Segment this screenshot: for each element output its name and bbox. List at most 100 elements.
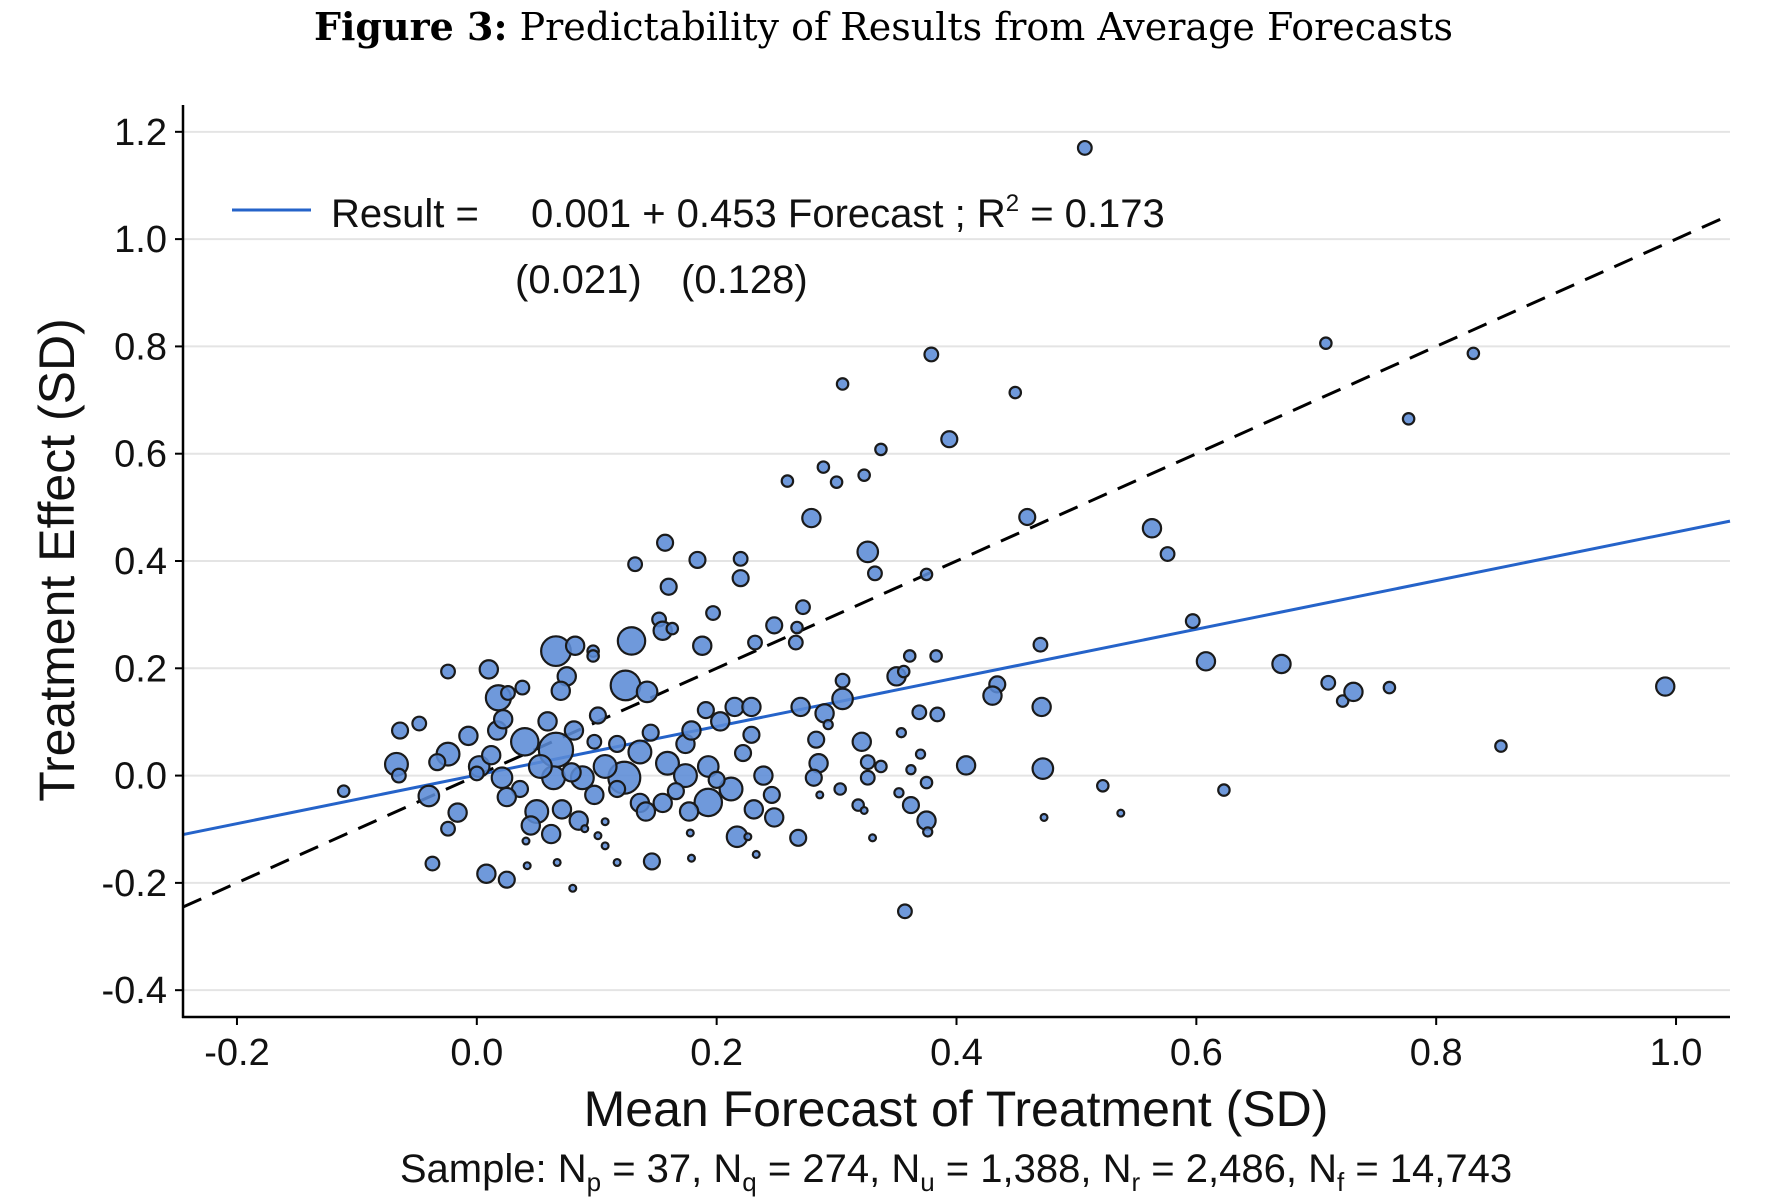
data-point (390, 767, 407, 784)
data-point (1032, 636, 1049, 653)
data-point (678, 801, 700, 822)
data-point (440, 820, 456, 837)
data-point (868, 833, 878, 843)
figure-label: Figure 3: (313, 4, 508, 49)
data-point (790, 620, 804, 635)
data-point (743, 799, 765, 820)
data-point (514, 679, 531, 696)
data-point (1271, 653, 1292, 675)
data-point (822, 718, 834, 731)
data-point (696, 701, 715, 720)
data-point (552, 857, 562, 868)
sample-symbol: N (1308, 1147, 1337, 1191)
data-point (929, 706, 946, 723)
x-tick-label: 0.2 (690, 1032, 743, 1074)
data-point (411, 715, 428, 732)
data-point (627, 739, 653, 765)
sample-symbol: N (558, 1147, 587, 1191)
data-point (608, 779, 627, 799)
y-tick-label: 1.0 (114, 219, 167, 261)
data-point (732, 550, 749, 567)
y-ticks: -0.4 -0.2 0.0 0.2 0.4 0.6 0.8 1.0 1.2 (102, 112, 183, 1012)
x-tick-label: 0.8 (1410, 1032, 1463, 1074)
data-point (672, 763, 698, 789)
data-point (665, 621, 680, 636)
data-point (929, 649, 943, 663)
data-point (1319, 336, 1333, 350)
data-point (609, 669, 642, 702)
data-point (497, 870, 516, 889)
data-point (592, 753, 618, 779)
sample-count: = 37, (601, 1147, 713, 1191)
data-point (417, 784, 441, 808)
data-point (627, 556, 644, 573)
data-point (478, 659, 500, 680)
points-group (336, 139, 1676, 920)
data-point (896, 903, 913, 920)
data-point (563, 720, 585, 741)
data-point (851, 731, 872, 753)
data-point (914, 748, 927, 760)
data-point (724, 696, 745, 718)
data-point (424, 855, 441, 872)
legend-equation-text: 0.001 + 0.453 Forecast ; R (531, 192, 1006, 236)
legend-se-slope: (0.128) (681, 258, 808, 302)
data-point (656, 533, 675, 552)
data-point (1076, 139, 1093, 156)
legend-equation: 0.001 + 0.453 Forecast ; R2 = 0.173 (531, 190, 1165, 236)
y-tick-label: 1.2 (114, 112, 167, 154)
data-point (600, 841, 610, 851)
data-point (1494, 739, 1508, 753)
x-tick-label: 0.6 (1170, 1032, 1223, 1074)
data-point (584, 784, 605, 806)
data-point (789, 828, 808, 847)
data-point (1096, 778, 1110, 793)
data-point (751, 849, 761, 859)
data-point (763, 807, 785, 828)
data-point (1655, 676, 1676, 697)
sample-note: Sample: Np = 37, Nq = 274, Nu = 1,388, N… (400, 1147, 1512, 1197)
data-point (693, 787, 724, 818)
data-point (550, 680, 571, 702)
data-point (1401, 412, 1416, 426)
data-point (635, 680, 659, 704)
data-point (834, 672, 851, 689)
data-point (743, 832, 753, 842)
data-point (527, 753, 553, 779)
data-point (635, 801, 657, 822)
data-point (1116, 808, 1126, 818)
sample-subscript: q (742, 1167, 756, 1197)
data-point (710, 711, 731, 732)
data-point (859, 805, 869, 815)
y-tick-label: 0.6 (114, 434, 167, 476)
data-point (940, 430, 959, 449)
data-point (492, 709, 514, 730)
data-point (692, 635, 713, 656)
data-point (762, 785, 781, 804)
data-point (468, 765, 485, 782)
data-point (1031, 696, 1052, 718)
data-point (1184, 613, 1201, 630)
data-point (688, 550, 707, 570)
data-point (1018, 507, 1037, 527)
y-tick-label: -0.2 (102, 863, 167, 905)
data-point (685, 828, 695, 838)
data-point (795, 599, 811, 616)
data-point (747, 634, 763, 651)
data-point (753, 765, 774, 786)
data-point (580, 824, 590, 834)
data-point (816, 460, 831, 474)
data-point (480, 744, 502, 766)
data-point (1217, 783, 1231, 797)
data-point (390, 721, 410, 740)
sample-subscript: p (587, 1167, 601, 1197)
data-point (654, 750, 680, 776)
data-point (731, 569, 750, 588)
data-point (586, 649, 600, 663)
data-point (896, 664, 911, 679)
sample-count: = 1,388, (935, 1147, 1103, 1191)
data-point (1320, 674, 1337, 691)
data-point (874, 759, 888, 774)
data-point (859, 754, 876, 771)
legend-r2-superscript: 2 (1006, 190, 1019, 217)
